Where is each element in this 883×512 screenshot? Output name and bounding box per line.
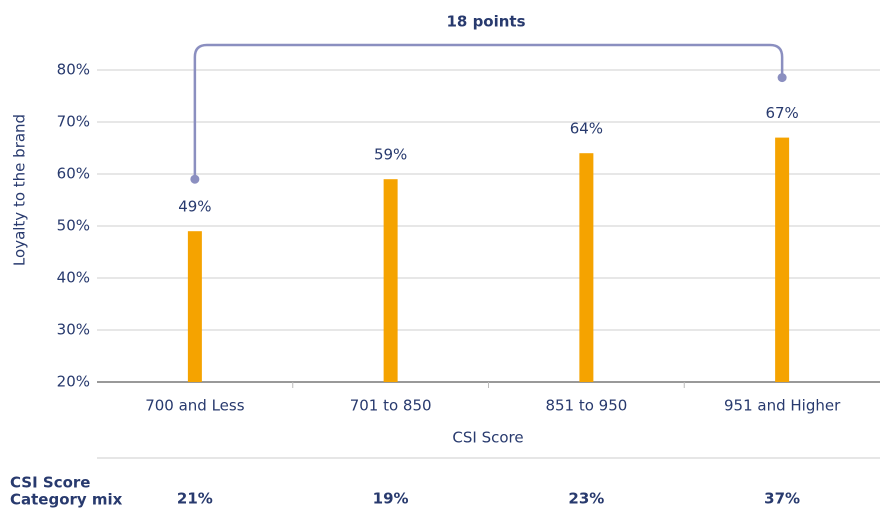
mix-value: 37% (764, 490, 800, 508)
y-tick-label: 50% (57, 217, 90, 235)
x-tick-label: 851 to 950 (545, 397, 627, 415)
bracket-dot (777, 73, 787, 83)
value-label: 67% (765, 104, 798, 122)
bar (187, 231, 202, 382)
y-tick-label: 60% (57, 165, 90, 183)
bracket (193, 43, 784, 180)
bar (383, 179, 398, 382)
y-axis-title: Loyalty to the brand (11, 114, 29, 266)
value-label: 49% (178, 198, 211, 216)
x-tick-label: 951 and Higher (724, 397, 841, 415)
mix-value: 23% (568, 490, 604, 508)
x-axis-title: CSI Score (452, 429, 523, 447)
bar (775, 137, 790, 382)
mix-label: CSI Score (10, 474, 90, 492)
mix-value: 19% (373, 490, 409, 508)
mix-value: 21% (177, 490, 213, 508)
x-tick-label: 701 to 850 (350, 397, 432, 415)
value-label: 59% (374, 146, 407, 164)
annotation: 18 points (446, 13, 525, 31)
y-tick-label: 80% (57, 61, 90, 79)
bar (579, 153, 594, 382)
bracket-dot (190, 174, 200, 184)
y-tick-label: 70% (57, 113, 90, 131)
x-tick-label: 700 and Less (145, 397, 245, 415)
y-tick-label: 20% (57, 373, 90, 391)
y-tick-label: 40% (57, 269, 90, 287)
y-tick-label: 30% (57, 321, 90, 339)
mix-label: Category mix (10, 491, 123, 509)
value-label: 64% (570, 120, 603, 138)
